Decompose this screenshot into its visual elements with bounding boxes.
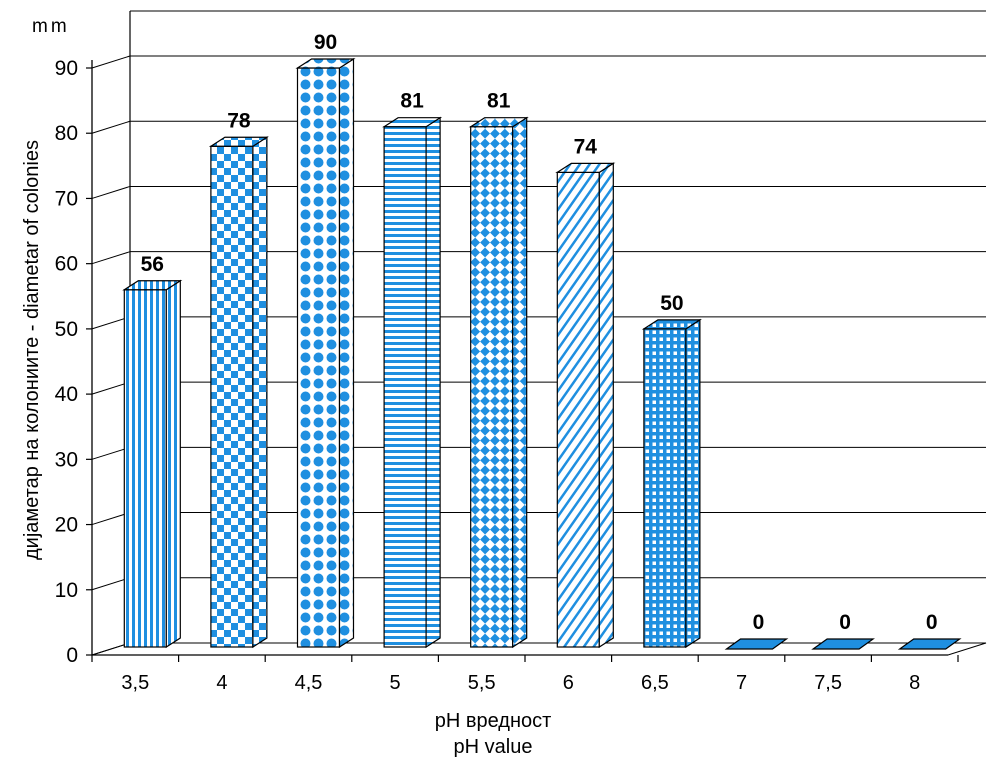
bar-top bbox=[811, 638, 875, 650]
bar-side bbox=[685, 318, 701, 649]
y-tick-label: 30 bbox=[55, 448, 78, 471]
side-grid-line bbox=[91, 381, 131, 395]
bar-front bbox=[643, 328, 687, 648]
x-axis-title: pH вредност bbox=[435, 710, 552, 732]
side-grid-line bbox=[91, 55, 131, 69]
x-tick-label: 5 bbox=[390, 672, 401, 694]
bar-front bbox=[556, 171, 600, 648]
y-tick-label: 40 bbox=[55, 383, 78, 406]
y-axis-title: дијаметар на колониите - diametar of col… bbox=[21, 140, 43, 560]
bar-front bbox=[123, 289, 167, 648]
value-label: 0 bbox=[839, 611, 851, 634]
bar-7,5 bbox=[811, 638, 875, 650]
bar-front bbox=[210, 145, 254, 648]
value-label: 74 bbox=[574, 135, 598, 158]
bar-top bbox=[897, 638, 962, 650]
x-tick-label: 4 bbox=[216, 672, 227, 694]
bar-front bbox=[296, 67, 341, 648]
bar-side bbox=[598, 162, 614, 649]
bar-5,5 bbox=[468, 116, 529, 649]
y-tick-label: 60 bbox=[55, 253, 78, 276]
side-grid-line bbox=[91, 512, 131, 526]
bar-top bbox=[724, 638, 789, 650]
y-tick-labels: 0 10 20 30 40 50 60 70 80 90 bbox=[55, 57, 78, 667]
bar-side bbox=[252, 136, 268, 649]
x-axis-title-en: pH value bbox=[454, 736, 533, 758]
bar-side bbox=[425, 116, 441, 649]
bar-top bbox=[468, 117, 529, 128]
bars bbox=[122, 57, 962, 650]
bar-top bbox=[555, 162, 616, 173]
side-grid-line bbox=[91, 316, 131, 330]
x-tick-label: 6 bbox=[563, 672, 574, 694]
value-label: 0 bbox=[753, 611, 765, 634]
bar-top bbox=[382, 117, 443, 128]
bar-front bbox=[470, 126, 514, 648]
bar-top bbox=[641, 319, 702, 330]
x-tick-label: 7,5 bbox=[814, 672, 842, 694]
side-grid-line bbox=[91, 251, 131, 265]
value-label: 90 bbox=[314, 31, 337, 54]
y-tick-label: 0 bbox=[66, 644, 78, 667]
bar-side bbox=[338, 57, 355, 649]
bar-7 bbox=[724, 638, 789, 650]
side-grid-line bbox=[91, 446, 131, 460]
x-tick-label: 6,5 bbox=[641, 672, 669, 694]
value-label: 81 bbox=[400, 90, 424, 113]
bar-4,5 bbox=[295, 57, 356, 649]
x-tick-label: 7 bbox=[736, 672, 747, 694]
x-tick-label: 4,5 bbox=[295, 672, 323, 694]
value-label: 50 bbox=[660, 292, 683, 315]
value-label: 78 bbox=[227, 109, 251, 132]
value-labels: 56 78 90 81 81 74 50 0 0 0 bbox=[141, 31, 938, 634]
chart-axes bbox=[86, 60, 959, 662]
y-tick-label: 50 bbox=[55, 318, 78, 341]
bar-8 bbox=[897, 638, 962, 650]
y-tick-label: 80 bbox=[55, 122, 78, 145]
y-tick-label: 70 bbox=[55, 187, 78, 210]
bar-top bbox=[122, 280, 183, 291]
side-grid-line bbox=[91, 577, 131, 591]
side-grid-line bbox=[91, 120, 131, 134]
x-tick-labels: 3,5 4 4,5 5 5,5 6 6,5 7 7,5 8 bbox=[121, 672, 920, 694]
bar-front bbox=[383, 126, 427, 648]
value-label: 81 bbox=[487, 90, 511, 113]
y-unit-label: mm bbox=[32, 16, 70, 37]
x-tick-label: 3,5 bbox=[121, 672, 149, 694]
bar-top bbox=[208, 136, 269, 147]
x-tick-label: 5,5 bbox=[468, 672, 496, 694]
bar-3,5 bbox=[122, 279, 183, 649]
bar-4 bbox=[208, 136, 269, 649]
value-label: 0 bbox=[926, 611, 938, 634]
bar-6 bbox=[555, 162, 616, 649]
value-label: 56 bbox=[141, 253, 164, 276]
bar-side bbox=[512, 116, 528, 649]
bar-top bbox=[295, 58, 356, 69]
side-grid-line bbox=[91, 185, 131, 199]
bar-6,5 bbox=[641, 318, 702, 649]
y-tick-label: 90 bbox=[55, 57, 78, 80]
x-tick-label: 8 bbox=[909, 672, 920, 694]
y-tick-label: 20 bbox=[55, 514, 78, 537]
y-tick-label: 10 bbox=[55, 579, 78, 602]
bar-side bbox=[165, 279, 181, 649]
bar-5 bbox=[382, 116, 443, 649]
